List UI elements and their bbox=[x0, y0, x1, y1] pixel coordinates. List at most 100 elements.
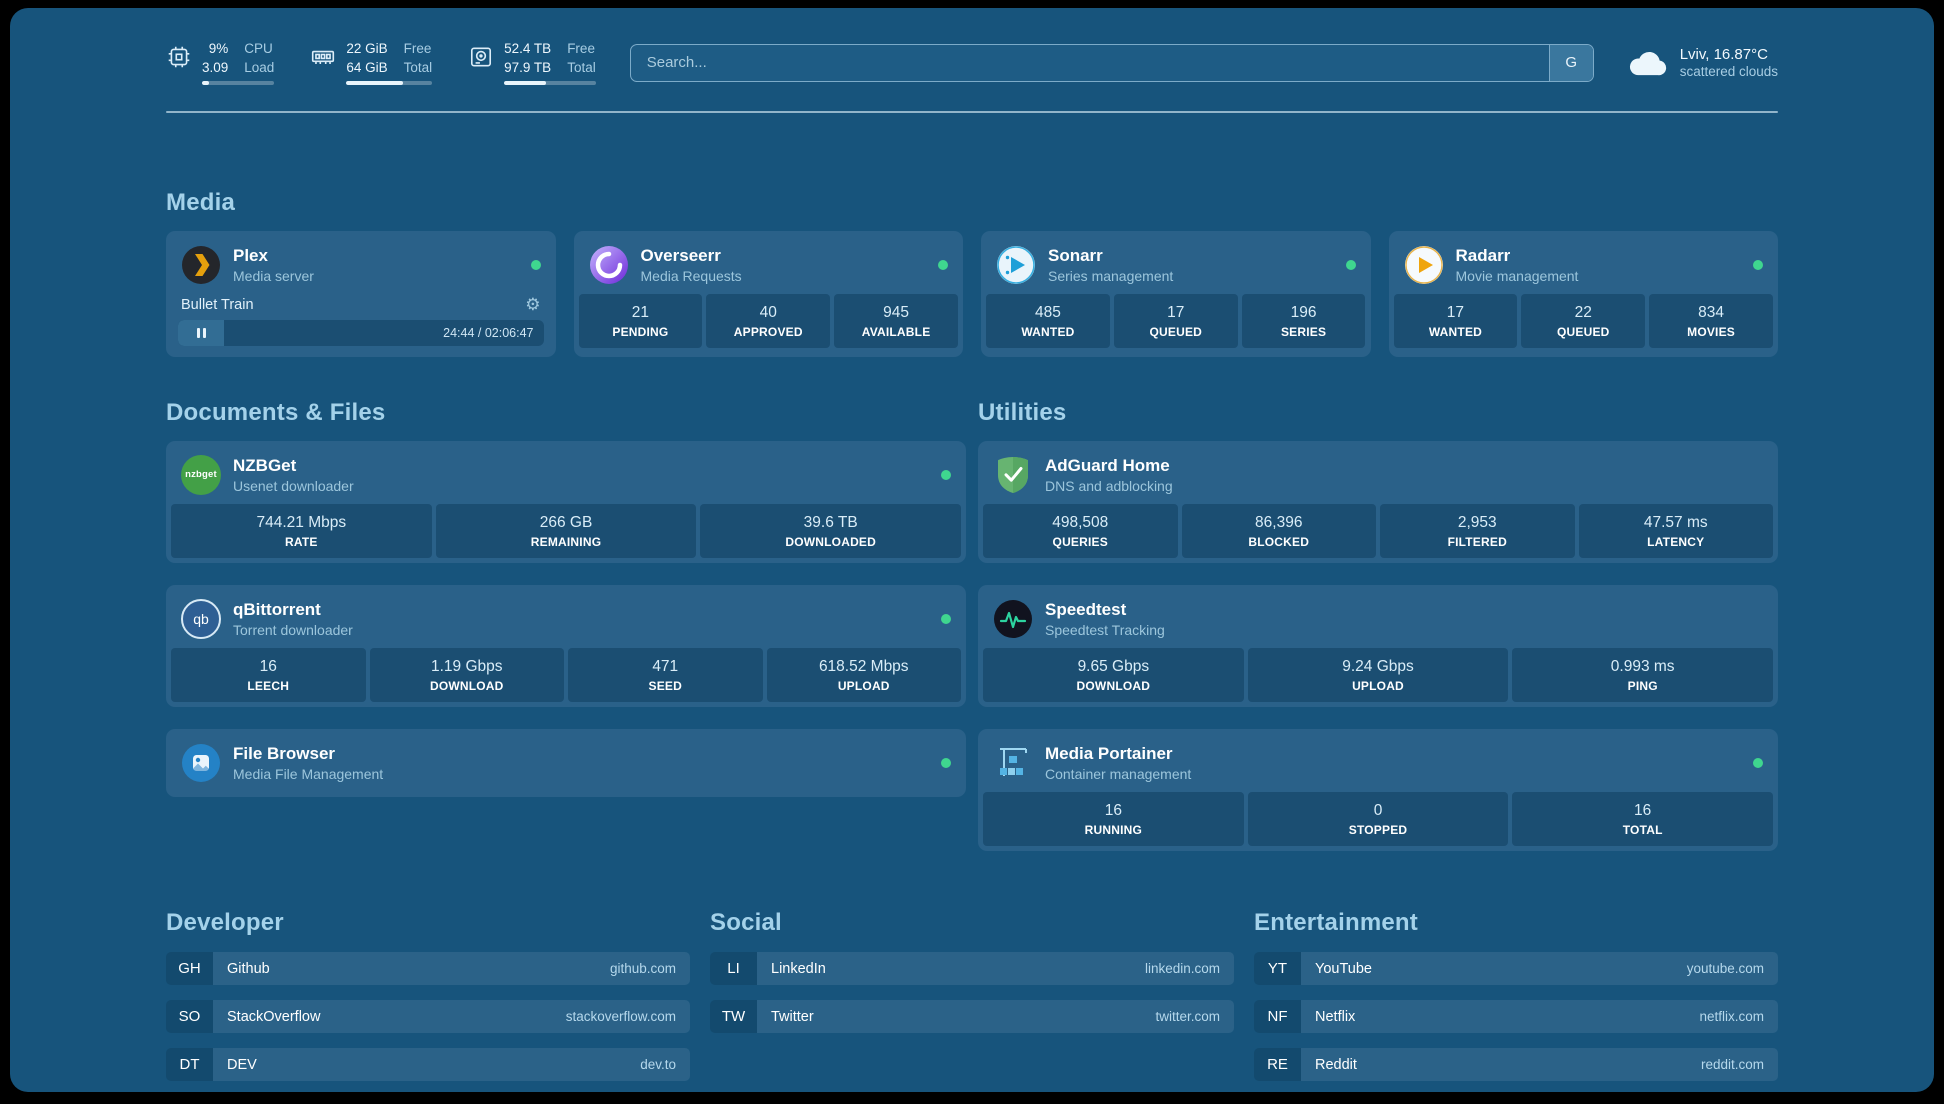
cpu-label: CPU bbox=[244, 41, 273, 56]
bookmark-group-title: Social bbox=[710, 909, 782, 937]
service-name: File Browser bbox=[233, 744, 336, 764]
stat-value: 16 bbox=[259, 658, 277, 676]
stat-tile: 39.6 TB DOWNLOADED bbox=[700, 504, 962, 559]
stat-value: 196 bbox=[1290, 304, 1317, 322]
service-name: NZBGet bbox=[233, 456, 297, 476]
stat-value: 9.24 Gbps bbox=[1342, 658, 1414, 676]
service-meta: File Browser Media File Management bbox=[233, 744, 383, 781]
stat-value: 22 bbox=[1574, 304, 1592, 322]
service-card-radarr[interactable]: Radarr Movie management 17 WANTED 22 QUE… bbox=[1388, 231, 1778, 358]
bookmark-linkedin[interactable]: LI LinkedIn linkedin.com bbox=[710, 952, 1234, 986]
stat-label: UPLOAD bbox=[1352, 679, 1404, 694]
bookmark-youtube[interactable]: YT YouTube youtube.com bbox=[1254, 952, 1778, 986]
stat-tile: 618.52 Mbps UPLOAD bbox=[766, 648, 961, 703]
filebrowser-icon bbox=[181, 743, 221, 783]
bookmark-url: dev.to bbox=[640, 1057, 676, 1073]
bookmark-abbr: LI bbox=[710, 952, 757, 986]
stat-label: REMAINING bbox=[530, 535, 602, 550]
cloud-icon bbox=[1628, 48, 1668, 78]
section-title-utilities: Utilities bbox=[978, 399, 1067, 427]
service-card-qbittorrent[interactable]: qb qBittorrent Torrent downloader 16 LEE… bbox=[166, 585, 966, 708]
service-stats: 16 RUNNING 0 STOPPED 16 TOTAL bbox=[983, 792, 1774, 847]
stat-tile: 17 WANTED bbox=[1393, 294, 1518, 349]
stat-tile: 47.57 ms LATENCY bbox=[1578, 504, 1773, 559]
status-dot bbox=[941, 470, 951, 481]
bookmark-url: linkedin.com bbox=[1144, 961, 1220, 977]
service-description: Movie management bbox=[1455, 267, 1579, 284]
stat-value: 471 bbox=[652, 658, 679, 676]
service-description: Torrent downloader bbox=[233, 621, 353, 638]
bookmark-abbr: YT bbox=[1254, 952, 1301, 986]
bookmark-github[interactable]: GH Github github.com bbox=[166, 952, 690, 986]
stat-label: DOWNLOAD bbox=[429, 679, 504, 694]
service-description: Series management bbox=[1048, 267, 1174, 284]
search-provider-button[interactable]: G bbox=[1548, 44, 1593, 81]
bookmark-name: DEV bbox=[227, 1056, 257, 1073]
service-stats: 744.21 Mbps RATE 266 GB REMAINING 39.6 T… bbox=[171, 504, 962, 559]
status-dot bbox=[938, 260, 948, 271]
bookmark-twitter[interactable]: TW Twitter twitter.com bbox=[710, 1000, 1234, 1034]
stat-tile: 86,396 BLOCKED bbox=[1181, 504, 1376, 559]
stat-label: PING bbox=[1627, 679, 1658, 694]
weather-condition: scattered clouds bbox=[1679, 64, 1778, 80]
memory-icon bbox=[310, 40, 336, 85]
cpu-chip-icon bbox=[166, 40, 192, 85]
media-cards: Plex Media server Bullet Train ⚙ 24:44 /… bbox=[166, 231, 1778, 358]
service-name: Plex bbox=[233, 246, 268, 266]
search-input[interactable] bbox=[629, 43, 1594, 82]
sonarr-icon bbox=[996, 245, 1036, 285]
service-card-overseerr[interactable]: Overseerr Media Requests 21 PENDING 40 A… bbox=[573, 231, 963, 358]
service-stats: 9.65 Gbps DOWNLOAD 9.24 Gbps UPLOAD 0.99… bbox=[983, 648, 1774, 703]
bookmark-netflix[interactable]: NF Netflix netflix.com bbox=[1254, 1000, 1778, 1034]
memory-total-value: 64 GiB bbox=[346, 59, 388, 75]
bookmark-dev[interactable]: DT DEV dev.to bbox=[166, 1048, 690, 1082]
service-card-portainer[interactable]: Media Portainer Container management 16 … bbox=[978, 729, 1778, 852]
section-title-documents: Documents & Files bbox=[166, 399, 386, 427]
bookmark-group-developer: Developer GH Github github.com SO StackO… bbox=[166, 909, 690, 1082]
stat-value: 17 bbox=[1167, 304, 1185, 322]
service-card-plex[interactable]: Plex Media server Bullet Train ⚙ 24:44 /… bbox=[166, 231, 556, 358]
cpu-load-label: Load bbox=[244, 59, 275, 75]
bookmark-abbr: TW bbox=[710, 1000, 757, 1034]
status-dot bbox=[1753, 260, 1763, 271]
service-card-sonarr[interactable]: Sonarr Series management 485 WANTED 17 Q… bbox=[981, 231, 1371, 358]
stat-label: MOVIES bbox=[1687, 325, 1736, 340]
service-card-filebrowser[interactable]: File Browser Media File Management bbox=[166, 729, 966, 798]
service-name: Media Portainer bbox=[1045, 744, 1173, 764]
overseerr-icon bbox=[589, 245, 629, 285]
stat-label: QUEUED bbox=[1149, 325, 1203, 340]
service-stats: 21 PENDING 40 APPROVED 945 AVAILABLE bbox=[578, 294, 959, 349]
weather-location: Lviv, 16.87°C bbox=[1679, 46, 1768, 64]
plex-icon bbox=[181, 245, 221, 285]
bookmark-stackoverflow[interactable]: SO StackOverflow stackoverflow.com bbox=[166, 1000, 690, 1034]
service-meta: Overseerr Media Requests bbox=[641, 246, 742, 283]
service-card-adguard[interactable]: AdGuard Home DNS and adblocking 498,508 … bbox=[978, 441, 1778, 564]
stat-label: RATE bbox=[285, 535, 318, 550]
service-stats: 16 LEECH 1.19 Gbps DOWNLOAD 471 SEED 618… bbox=[171, 648, 961, 703]
stat-tile: 21 PENDING bbox=[578, 294, 703, 349]
plex-player-bar[interactable]: 24:44 / 02:06:47 bbox=[178, 320, 544, 347]
cpu-load-value: 3.09 bbox=[202, 59, 229, 75]
service-meta: NZBGet Usenet downloader bbox=[233, 456, 354, 493]
bookmark-reddit[interactable]: RE Reddit reddit.com bbox=[1254, 1048, 1778, 1082]
bookmark-abbr: GH bbox=[166, 952, 213, 986]
radarr-icon bbox=[1404, 245, 1444, 285]
gear-icon[interactable]: ⚙ bbox=[525, 295, 541, 315]
weather-widget: Lviv, 16.87°C scattered clouds bbox=[1628, 46, 1778, 79]
lower-columns: Documents & Files nzbget NZBGet Usenet d… bbox=[166, 399, 1778, 852]
bookmark-abbr: RE bbox=[1254, 1048, 1301, 1082]
bookmarks: Developer GH Github github.com SO StackO… bbox=[166, 909, 1778, 1082]
stat-label: WANTED bbox=[1428, 325, 1483, 340]
service-card-speedtest[interactable]: Speedtest Speedtest Tracking 9.65 Gbps D… bbox=[978, 585, 1778, 708]
portainer-icon bbox=[993, 743, 1033, 783]
service-description: Container management bbox=[1045, 765, 1192, 782]
service-meta: Radarr Movie management bbox=[1456, 246, 1579, 283]
service-meta: AdGuard Home DNS and adblocking bbox=[1045, 456, 1173, 493]
section-media: Media Plex Media server bbox=[166, 189, 1778, 358]
memory-widget: 22 GiB Free 64 GiB Total bbox=[310, 40, 433, 86]
stat-tile: 1.19 Gbps DOWNLOAD bbox=[369, 648, 564, 703]
playback-time: 24:44 / 02:06:47 bbox=[443, 326, 534, 341]
stat-tile: 2,953 FILTERED bbox=[1380, 504, 1575, 559]
service-card-nzbget[interactable]: nzbget NZBGet Usenet downloader 744.21 M… bbox=[166, 441, 966, 564]
pause-button[interactable] bbox=[178, 320, 224, 347]
